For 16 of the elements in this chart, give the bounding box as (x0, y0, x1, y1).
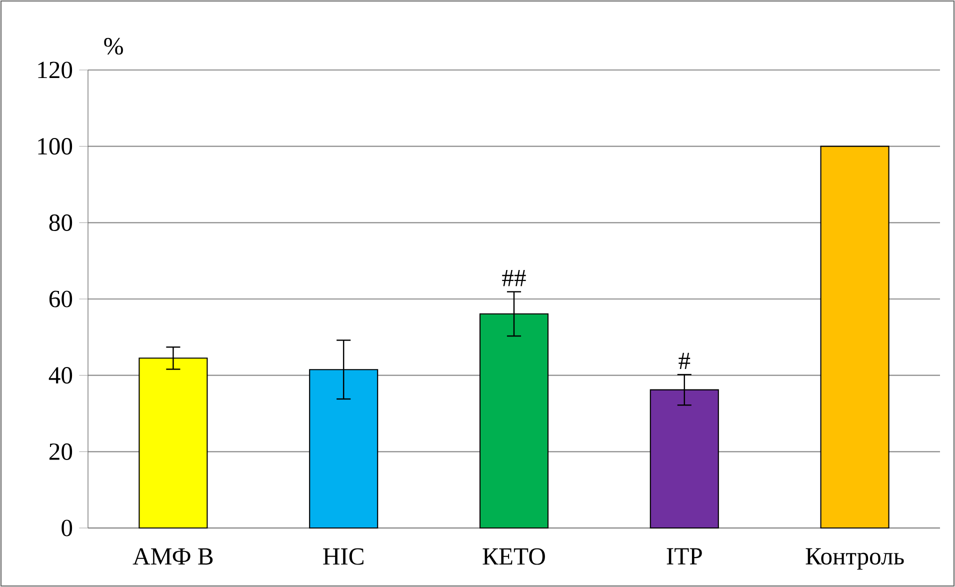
y-tick-label: 20 (49, 443, 72, 460)
x-tick-label: АМФ В (132, 548, 213, 565)
y-tick-label: 40 (48, 367, 72, 384)
x-tick-label: ITP (666, 548, 702, 564)
x-tick-label: Контроль (806, 548, 904, 570)
bar (820, 146, 890, 529)
y-tick-label: 100 (38, 138, 72, 155)
x-tick-label: КЕТО (482, 548, 545, 565)
annotation: ## (502, 270, 526, 286)
y-tick-label: 120 (38, 62, 72, 78)
y-tick-label: 80 (49, 214, 72, 231)
x-tick-label: HIC (323, 548, 364, 565)
y-tick-label: 0 (62, 520, 72, 536)
y-tick-label: 60 (49, 290, 72, 308)
annotation: # (678, 352, 690, 369)
y-axis-title: % (104, 38, 123, 55)
